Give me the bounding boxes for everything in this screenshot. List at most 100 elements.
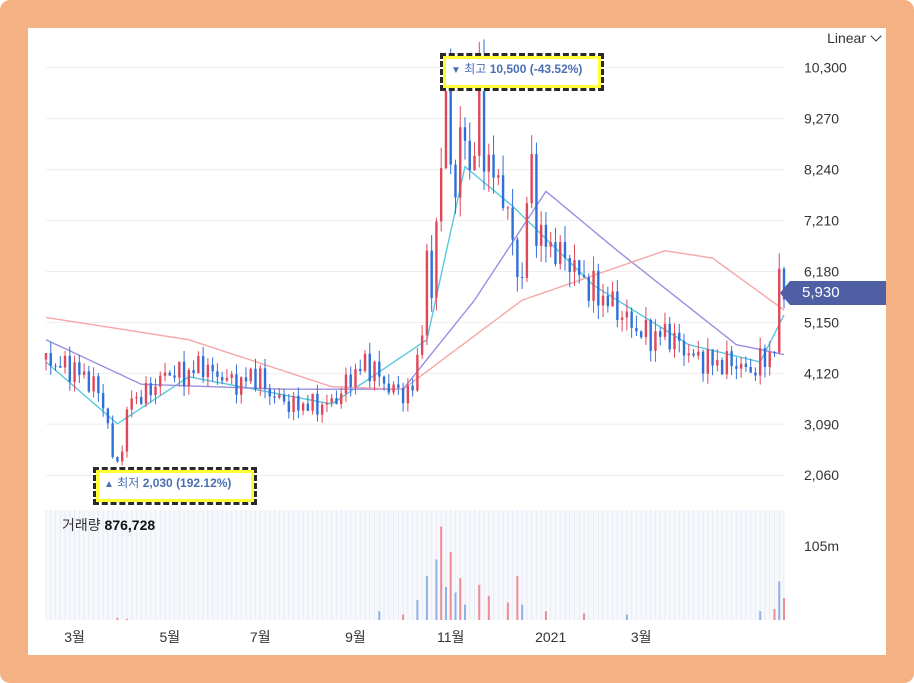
current-price-tag: 5,930 bbox=[780, 281, 886, 305]
candle-body bbox=[244, 377, 248, 382]
ma_mid-line bbox=[45, 190, 785, 390]
candle-body bbox=[487, 154, 490, 172]
price-chart[interactable]: 10,300 9,270 8,240 7,210 6,180 5,150 4,120 3,09… bbox=[28, 28, 886, 655]
candle-body bbox=[59, 365, 62, 368]
candle-body bbox=[54, 365, 57, 367]
volume-bar bbox=[487, 595, 490, 620]
candle-body bbox=[449, 73, 452, 165]
candle-body bbox=[349, 374, 352, 387]
candle-body bbox=[354, 369, 357, 387]
candle-body bbox=[406, 385, 410, 404]
grid-lines bbox=[46, 67, 784, 476]
candle-body bbox=[635, 327, 638, 332]
candle-body bbox=[87, 371, 91, 392]
candle-body bbox=[520, 276, 524, 278]
y-tick-label: 10,300 bbox=[804, 60, 847, 76]
candle-body bbox=[220, 376, 224, 381]
candle-body bbox=[263, 368, 267, 390]
candle-body bbox=[530, 154, 533, 204]
y-tick-label: 2,060 bbox=[804, 467, 839, 483]
x-axis: 3월 5월 7월 9월 11월 2021 3월 bbox=[64, 629, 651, 645]
volume-title: 거래량 876,728 bbox=[62, 515, 155, 535]
candle-body bbox=[544, 224, 548, 247]
candle-body bbox=[506, 207, 510, 209]
candle-body bbox=[763, 348, 767, 368]
candle-body bbox=[278, 394, 281, 398]
candle-body bbox=[201, 356, 205, 378]
candle-body bbox=[573, 260, 576, 272]
x-tick-label: 5월 bbox=[159, 629, 180, 645]
candle-body bbox=[482, 59, 486, 172]
high-price-marker: ▼ 최고 10,500 (-43.52%) bbox=[440, 53, 604, 91]
candle-body bbox=[316, 393, 319, 415]
candle-body bbox=[454, 164, 457, 198]
candle-body bbox=[82, 371, 86, 375]
candle-body bbox=[778, 268, 781, 353]
x-tick-label: 7월 bbox=[250, 629, 271, 645]
volume-bar bbox=[440, 526, 443, 620]
candle-body bbox=[692, 353, 695, 356]
high-label: 최고 bbox=[464, 62, 487, 76]
candle-body bbox=[216, 371, 219, 377]
candle-body bbox=[425, 250, 429, 336]
candle-body bbox=[373, 361, 376, 382]
candle-body bbox=[639, 331, 643, 338]
y-axis: 10,300 9,270 8,240 7,210 6,180 5,150 4,120 3,09… bbox=[804, 60, 847, 554]
candle-body bbox=[325, 402, 329, 405]
candle-body bbox=[497, 175, 500, 178]
candle-body bbox=[539, 224, 543, 246]
candle-body bbox=[554, 242, 557, 264]
y-tick-label: 8,240 bbox=[804, 162, 839, 178]
volume-label: 거래량 bbox=[62, 517, 101, 533]
candle-body bbox=[211, 364, 214, 372]
candle-body bbox=[625, 311, 629, 318]
candle-body bbox=[44, 352, 48, 360]
low-price-marker: ▲ 최저 2,030 (192.12%) bbox=[93, 467, 257, 505]
candle-body bbox=[116, 457, 119, 462]
candle-body bbox=[149, 383, 152, 396]
scale-select[interactable]: Linear bbox=[827, 29, 882, 46]
y-tick-label: 3,090 bbox=[804, 416, 839, 432]
y-tick-label: 6,180 bbox=[804, 263, 839, 279]
candle-body bbox=[368, 353, 371, 382]
candle-body bbox=[297, 395, 300, 411]
candle-body bbox=[311, 393, 314, 411]
x-tick-label: 2021 bbox=[535, 629, 566, 645]
candle-body bbox=[735, 366, 738, 369]
candle-body bbox=[730, 351, 733, 367]
candle-body bbox=[225, 377, 229, 381]
candle-body bbox=[644, 319, 648, 338]
chart-panel: Linear 10,300 9,270 8,240 7,210 6,180 5,150 4,… bbox=[28, 28, 886, 655]
candle-body bbox=[616, 291, 619, 321]
candle-body bbox=[582, 275, 586, 278]
candle-body bbox=[720, 360, 724, 375]
candle-body bbox=[254, 368, 257, 390]
candle-body bbox=[654, 331, 657, 351]
volume-bar bbox=[416, 600, 419, 620]
candle-body bbox=[525, 203, 529, 278]
candle-body bbox=[754, 372, 757, 376]
candle-body bbox=[273, 396, 276, 398]
candle-body bbox=[378, 361, 381, 377]
ma_short-line bbox=[45, 165, 785, 425]
candle-body bbox=[144, 383, 148, 404]
down-arrow-icon: ▼ bbox=[451, 65, 461, 76]
candle-body bbox=[468, 140, 471, 170]
candle-body bbox=[282, 394, 286, 402]
candle-body bbox=[330, 398, 333, 403]
candle-body bbox=[73, 362, 76, 382]
candle-body bbox=[630, 311, 633, 328]
candle-body bbox=[663, 323, 667, 337]
volume-bar bbox=[402, 614, 405, 620]
volume-bar bbox=[425, 576, 428, 620]
candle-body bbox=[768, 352, 771, 368]
candle-body bbox=[182, 361, 186, 387]
candle-body bbox=[473, 155, 476, 170]
candle-body bbox=[601, 295, 605, 306]
candle-body bbox=[359, 369, 362, 372]
candle-body bbox=[387, 383, 391, 393]
y-tick-label: 4,120 bbox=[804, 365, 839, 381]
candle-body bbox=[259, 368, 262, 390]
candle-body bbox=[397, 384, 400, 388]
volume-bars bbox=[116, 526, 785, 620]
